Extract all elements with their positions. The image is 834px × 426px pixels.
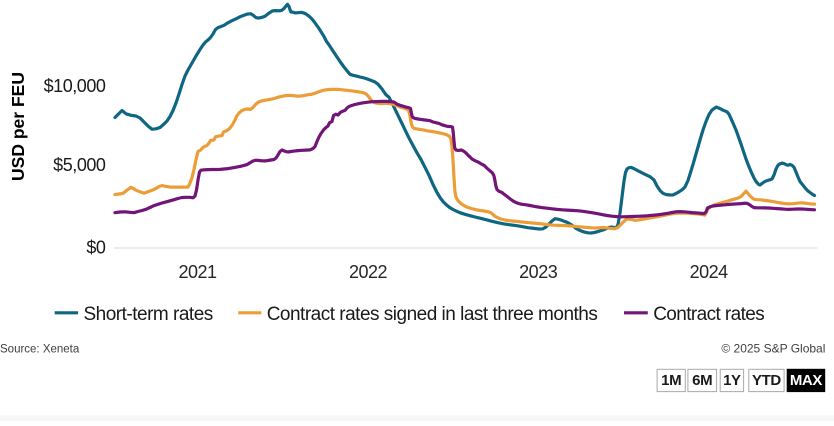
svg-text:© 2025 S&P Global: © 2025 S&P Global [721, 342, 825, 356]
svg-text:$10,000: $10,000 [44, 76, 106, 96]
svg-text:YTD: YTD [752, 372, 781, 389]
svg-text:Contract rates: Contract rates [653, 304, 764, 325]
svg-text:2023: 2023 [519, 262, 558, 282]
svg-text:$5,000: $5,000 [53, 155, 106, 175]
svg-text:2024: 2024 [690, 262, 729, 282]
svg-text:USD per FEU: USD per FEU [8, 72, 28, 181]
svg-text:6M: 6M [692, 372, 712, 389]
svg-text:1Y: 1Y [723, 372, 741, 389]
svg-text:Short-term rates: Short-term rates [84, 304, 213, 325]
svg-text:MAX: MAX [790, 372, 823, 389]
svg-text:Source: Xeneta: Source: Xeneta [0, 344, 80, 356]
svg-text:1M: 1M [661, 372, 681, 389]
svg-text:2022: 2022 [349, 262, 388, 282]
svg-text:Contract rates signed in last: Contract rates signed in last three mont… [267, 304, 598, 325]
svg-text:2021: 2021 [178, 262, 217, 282]
svg-text:$0: $0 [86, 238, 106, 258]
